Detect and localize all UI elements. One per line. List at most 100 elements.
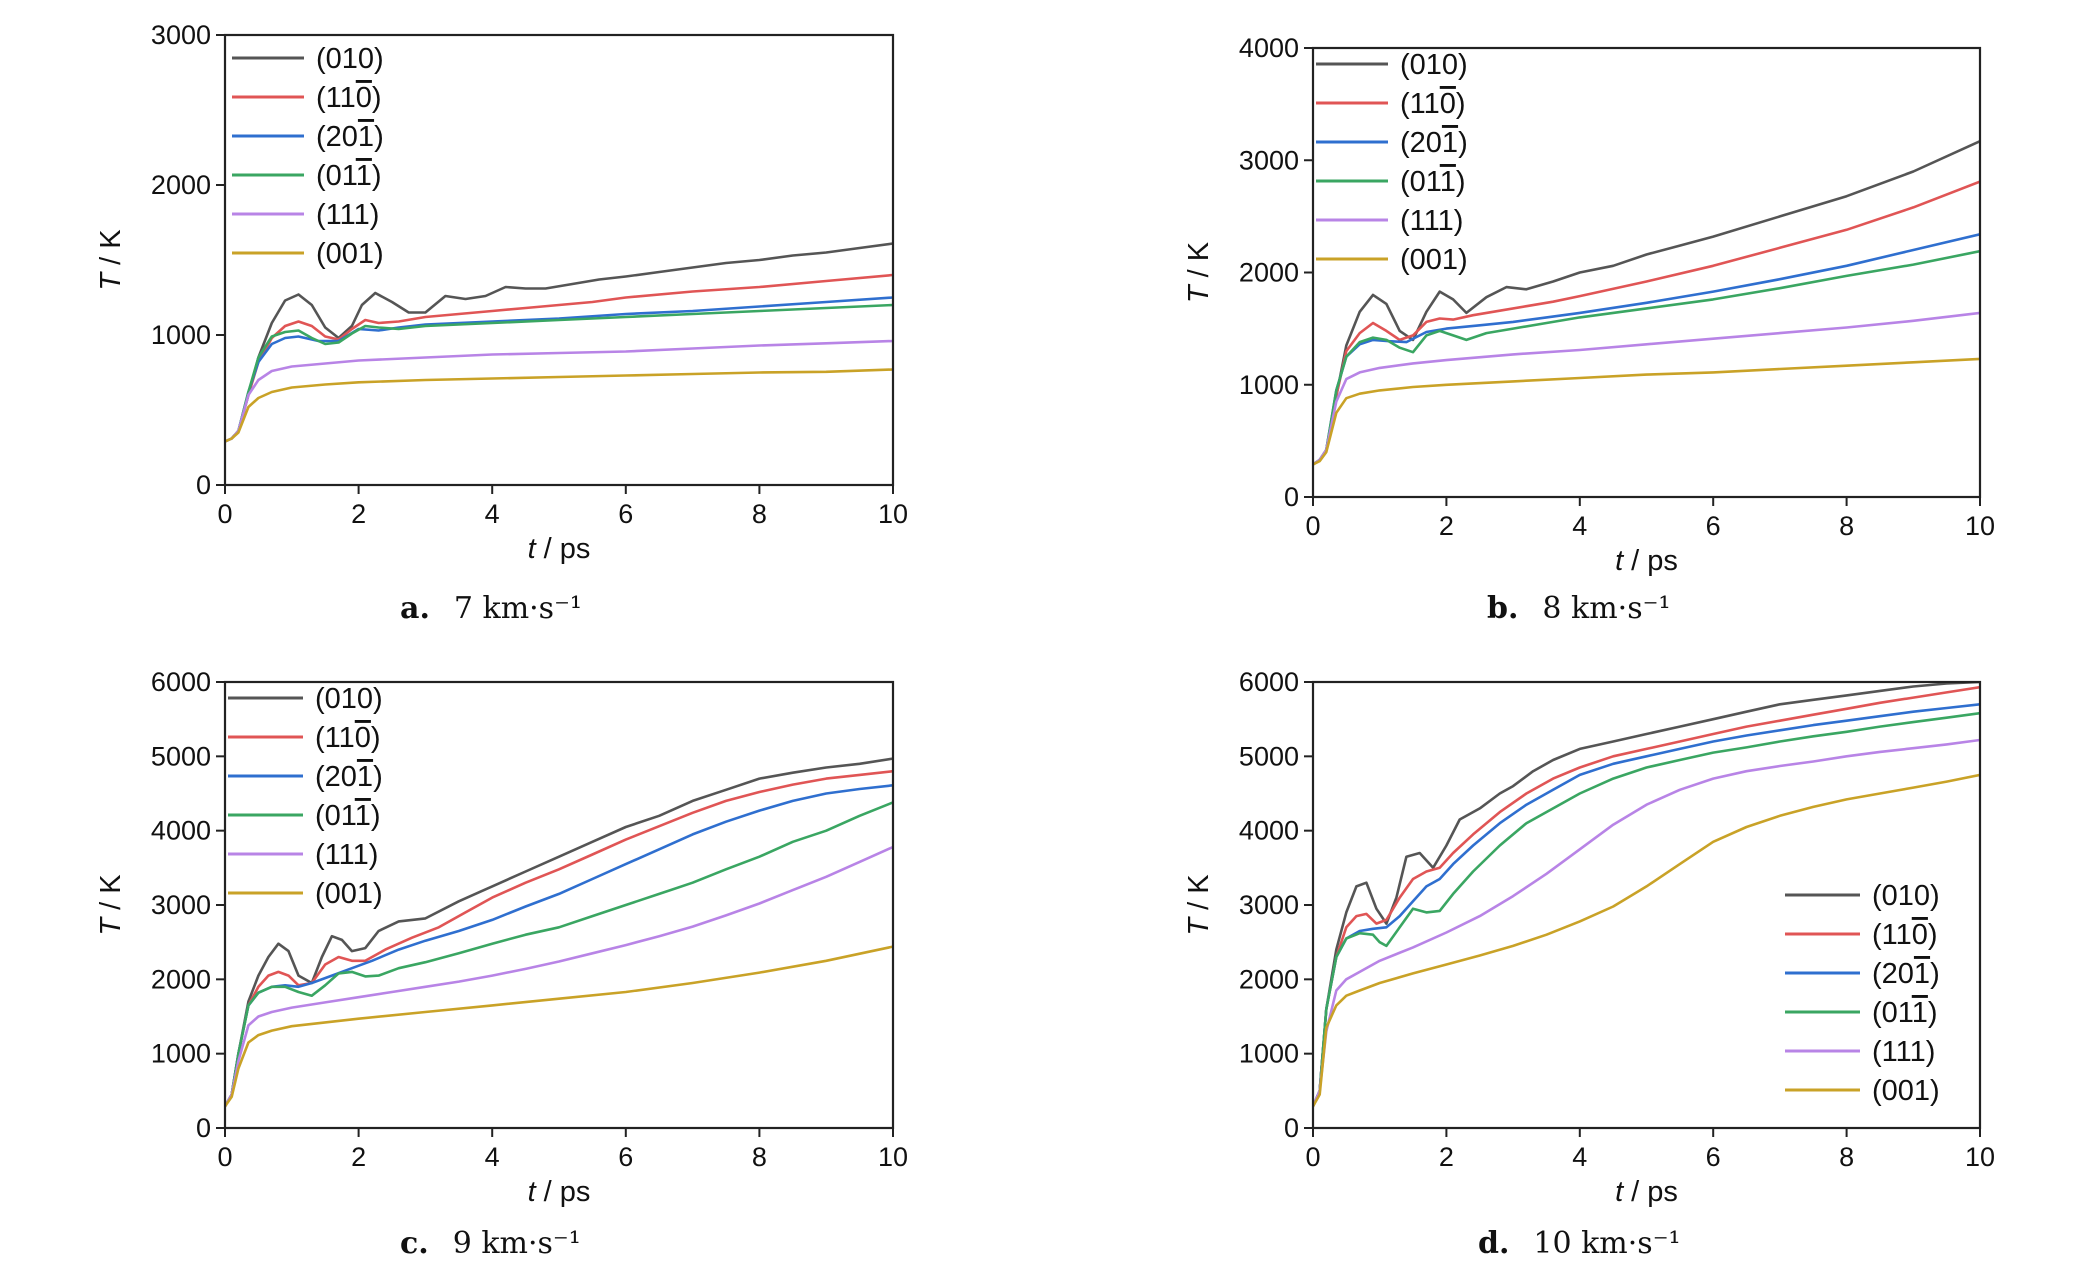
x-axis-label: t / ps <box>1615 545 1678 577</box>
legend-label: (110) <box>1400 88 1466 120</box>
x-tick-label: 4 <box>1572 511 1587 541</box>
x-tick-label: 0 <box>217 499 232 529</box>
x-tick-label: 6 <box>1706 1142 1721 1172</box>
legend-label: (001) <box>1400 244 1468 276</box>
series-line-2 <box>225 784 893 1108</box>
y-tick-label: 4000 <box>151 816 211 846</box>
series-line-0 <box>1313 139 1980 466</box>
legend: (010) (110) (201) (011) (111) (001) <box>1316 49 1468 276</box>
series-line-4 <box>1313 738 1980 1108</box>
legend-label: (111) <box>1400 205 1463 237</box>
y-tick-label: 3000 <box>1239 890 1299 920</box>
legend-label: (011) <box>315 800 381 832</box>
legend-label: (201) <box>1872 958 1940 990</box>
legend-label: (201) <box>315 761 383 793</box>
x-tick-label: 0 <box>1305 511 1320 541</box>
series-line-4 <box>225 845 893 1108</box>
legend-label: (111) <box>316 199 379 231</box>
x-tick-label: 8 <box>752 499 767 529</box>
y-tick-label: 4000 <box>1239 33 1299 63</box>
panel-caption: b. 8 km·s⁻¹ <box>1487 591 1670 626</box>
chart-panel-d: 0 2 4 6 8 10 0 1000 2000 3000 4000 5000 6000 t / ps T … <box>1183 667 1995 1261</box>
x-tick-label: 10 <box>1965 511 1995 541</box>
x-tick-label: 2 <box>351 1142 366 1172</box>
x-tick-label: 10 <box>1965 1142 1995 1172</box>
series-line-1 <box>225 769 893 1108</box>
x-tick-label: 10 <box>878 1142 908 1172</box>
legend-label: (011) <box>316 160 382 192</box>
series-lines <box>1313 682 1980 1108</box>
y-tick-label: 2000 <box>151 964 211 994</box>
series-line-5 <box>1313 357 1980 466</box>
legend: (010) (110) (201) (011) (111) (001) <box>228 683 383 910</box>
panel-caption: a. 7 km·s⁻¹ <box>400 591 582 626</box>
x-tick-label: 4 <box>485 499 500 529</box>
y-tick-label: 3000 <box>151 20 211 50</box>
legend-label: (111) <box>315 839 378 871</box>
y-tick-label: 6000 <box>151 667 211 697</box>
y-tick-label: 0 <box>196 1113 211 1143</box>
series-line-3 <box>1313 249 1980 466</box>
series-lines <box>1313 139 1980 466</box>
y-tick-label: 0 <box>196 470 211 500</box>
y-tick-label: 4000 <box>1239 816 1299 846</box>
x-tick-label: 8 <box>752 1142 767 1172</box>
x-tick-label: 0 <box>1305 1142 1320 1172</box>
legend-label: (110) <box>316 82 382 114</box>
x-tick-label: 4 <box>485 1142 500 1172</box>
legend-label: (001) <box>316 238 384 270</box>
series-line-3 <box>225 801 893 1108</box>
series-line-0 <box>1313 682 1980 1108</box>
series-line-4 <box>225 339 893 443</box>
y-tick-label: 6000 <box>1239 667 1299 697</box>
series-line-4 <box>1313 311 1980 466</box>
legend-label: (010) <box>1400 49 1468 81</box>
x-tick-label: 0 <box>217 1142 232 1172</box>
series-line-3 <box>1313 711 1980 1108</box>
chart-panel-c: 0 2 4 6 8 10 0 1000 2000 3000 4000 5000 6000 t / ps T … <box>95 667 908 1261</box>
series-lines <box>225 242 893 443</box>
series-lines <box>225 757 893 1108</box>
y-tick-label: 3000 <box>151 890 211 920</box>
legend-label: (001) <box>315 878 383 910</box>
y-axis-label: T / K <box>95 874 127 936</box>
y-tick-label: 2000 <box>1239 964 1299 994</box>
y-tick-label: 1000 <box>1239 370 1299 400</box>
chart-panel-b: 0 2 4 6 8 10 0 1000 2000 3000 4000 t / ps T / K (010)… <box>1183 33 1995 626</box>
legend-label: (011) <box>1872 997 1938 1029</box>
x-tick-label: 2 <box>1439 511 1454 541</box>
x-tick-label: 6 <box>618 1142 633 1172</box>
legend-label: (111) <box>1872 1036 1935 1068</box>
series-line-2 <box>1313 703 1980 1108</box>
y-tick-label: 5000 <box>1239 741 1299 771</box>
series-line-0 <box>225 242 893 443</box>
panel-caption: d. 10 km·s⁻¹ <box>1478 1226 1681 1261</box>
x-axis-label: t / ps <box>528 533 591 565</box>
y-tick-label: 2000 <box>1239 258 1299 288</box>
series-line-5 <box>225 368 893 443</box>
legend-label: (001) <box>1872 1075 1940 1107</box>
legend-label: (010) <box>316 43 384 75</box>
legend-label: (201) <box>316 121 384 153</box>
series-line-0 <box>225 757 893 1108</box>
legend-label: (010) <box>315 683 383 715</box>
plot-frame <box>223 33 895 487</box>
series-line-1 <box>225 273 893 443</box>
y-tick-label: 1000 <box>1239 1039 1299 1069</box>
legend-label: (201) <box>1400 127 1468 159</box>
y-axis-label: T / K <box>1183 241 1215 303</box>
y-tick-label: 1000 <box>151 1039 211 1069</box>
legend-label: (110) <box>315 722 381 754</box>
series-line-5 <box>225 945 893 1108</box>
x-tick-label: 6 <box>1706 511 1721 541</box>
legend-label: (011) <box>1400 166 1466 198</box>
series-line-5 <box>1313 773 1980 1108</box>
y-tick-label: 2000 <box>151 170 211 200</box>
x-tick-label: 8 <box>1839 511 1854 541</box>
x-tick-label: 8 <box>1839 1142 1854 1172</box>
y-axis-label: T / K <box>95 229 127 291</box>
legend: (010) (110) (201) (011) (111) (001) <box>232 43 384 270</box>
series-line-1 <box>1313 685 1980 1108</box>
y-tick-label: 1000 <box>151 320 211 350</box>
